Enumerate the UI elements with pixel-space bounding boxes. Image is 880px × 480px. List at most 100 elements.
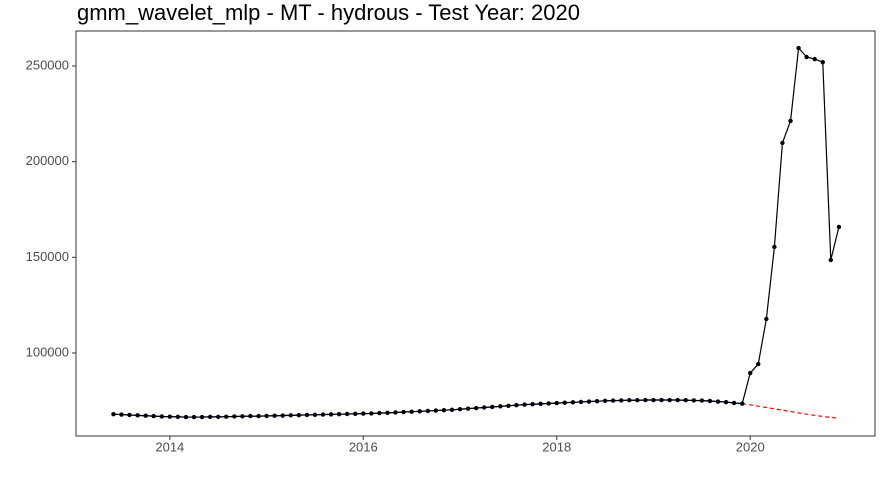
data-point (796, 45, 801, 51)
chart-title: gmm_wavelet_mlp - MT - hydrous - Test Ye… (77, 0, 580, 25)
data-point (731, 400, 737, 406)
data-point (304, 412, 310, 418)
series-line (742, 403, 839, 419)
data-point (570, 400, 576, 405)
data-point (344, 411, 350, 417)
data-point (417, 409, 422, 414)
data-point (836, 224, 842, 230)
data-point (248, 413, 253, 419)
data-point (119, 412, 124, 417)
data-point (336, 411, 342, 417)
data-point (699, 398, 705, 403)
data-point (143, 413, 148, 418)
data-point (232, 414, 237, 419)
data-point (490, 404, 495, 410)
data-point (167, 414, 173, 419)
data-point (675, 397, 680, 403)
plot-border (75, 30, 876, 437)
data-point (240, 414, 245, 419)
data-point (651, 397, 656, 403)
data-point (393, 410, 398, 415)
y-tick-label: 150000 (26, 249, 69, 264)
data-point (538, 401, 543, 407)
y-tick-label: 250000 (26, 57, 69, 72)
data-point (522, 402, 527, 407)
x-tick-label: 2016 (349, 439, 378, 454)
data-point (756, 361, 761, 367)
data-point (425, 408, 431, 414)
data-point (183, 414, 189, 420)
data-point (175, 414, 181, 420)
data-point (449, 407, 455, 412)
data-point (828, 257, 833, 263)
data-point (401, 409, 406, 415)
data-point (369, 411, 374, 416)
data-point (361, 411, 366, 416)
data-point (594, 398, 600, 404)
data-point (748, 370, 753, 376)
data-point (441, 407, 447, 413)
data-point (328, 412, 334, 417)
y-tick-label: 100000 (26, 344, 69, 359)
data-point (127, 412, 132, 418)
data-point (288, 413, 293, 418)
data-point (159, 414, 165, 419)
data-point (264, 413, 269, 419)
data-point (627, 398, 632, 403)
data-point (320, 412, 326, 417)
data-point (780, 140, 785, 146)
data-point (514, 402, 519, 408)
data-point (207, 414, 213, 420)
data-point (546, 401, 551, 406)
data-point (465, 406, 471, 411)
data-point (296, 412, 301, 418)
data-point (554, 400, 559, 406)
data-point (812, 56, 817, 62)
data-point (772, 244, 777, 250)
data-point (635, 398, 640, 403)
data-point (433, 408, 439, 413)
data-point (530, 402, 535, 407)
x-tick-label: 2020 (736, 439, 765, 454)
data-point (788, 118, 793, 124)
data-point (764, 316, 769, 322)
data-point (135, 413, 140, 418)
data-point (683, 398, 688, 403)
data-point (256, 413, 261, 419)
data-point (312, 412, 318, 417)
data-point (715, 399, 721, 404)
data-point (659, 397, 664, 403)
data-point (506, 403, 511, 408)
data-point (385, 410, 390, 416)
data-point (804, 54, 809, 60)
data-point (280, 413, 285, 418)
data-point (272, 413, 277, 418)
data-point (578, 399, 584, 405)
data-point (199, 414, 205, 420)
data-point (151, 413, 156, 419)
data-point (457, 407, 463, 412)
data-point (691, 398, 697, 403)
data-point (409, 409, 414, 414)
data-point (377, 410, 382, 416)
data-point (498, 404, 503, 409)
data-point (602, 398, 608, 403)
data-point (224, 414, 229, 419)
data-point (215, 414, 221, 420)
data-point (562, 400, 567, 405)
data-point (739, 401, 745, 406)
y-tick-label: 200000 (26, 153, 69, 168)
data-point (643, 397, 648, 403)
data-point (191, 414, 197, 420)
data-point (723, 399, 729, 405)
data-point (619, 398, 624, 403)
data-point (707, 398, 713, 404)
data-point (353, 411, 358, 417)
data-point (586, 399, 592, 404)
data-point (820, 59, 825, 65)
data-point (111, 411, 116, 417)
data-point (482, 405, 487, 410)
